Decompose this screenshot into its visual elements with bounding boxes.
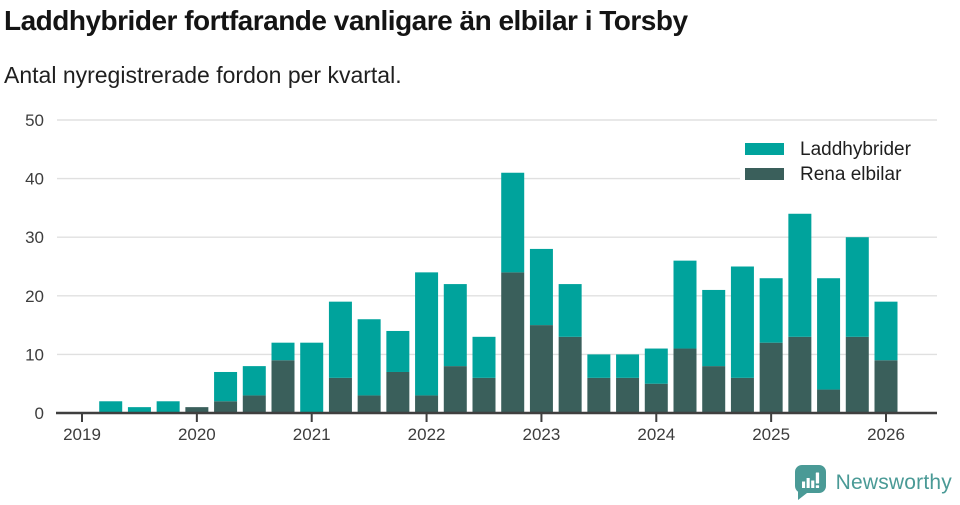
bar-rena-elbilar: [501, 272, 525, 413]
bar-rena-elbilar: [759, 342, 783, 413]
bar-rena-elbilar: [644, 383, 668, 413]
bar-rena-elbilar: [529, 325, 553, 413]
bar-laddhybrider: [845, 237, 869, 337]
y-axis-tick-label: 10: [25, 345, 44, 364]
bar-laddhybrider: [817, 278, 841, 390]
bar-laddhybrider: [673, 260, 697, 349]
bar-laddhybrider: [443, 284, 467, 367]
bar-rena-elbilar: [788, 336, 812, 413]
bar-laddhybrider: [702, 289, 726, 367]
y-axis-tick-label: 50: [25, 111, 44, 130]
x-axis-tick-label: 2022: [408, 425, 446, 444]
bar-rena-elbilar: [472, 377, 496, 413]
bar-laddhybrider: [357, 319, 381, 396]
bar-laddhybrider: [874, 301, 898, 361]
bar-laddhybrider: [214, 371, 238, 402]
bar-laddhybrider: [529, 248, 553, 326]
bar-rena-elbilar: [185, 407, 209, 413]
bar-laddhybrider: [415, 272, 439, 396]
bar-rena-elbilar: [357, 395, 381, 413]
bar-laddhybrider: [127, 407, 151, 413]
y-axis-tick-label: 30: [25, 228, 44, 247]
bar-rena-elbilar: [386, 371, 410, 413]
x-axis-tick-label: 2025: [752, 425, 790, 444]
bar-laddhybrider: [99, 401, 123, 413]
x-axis-tick-label: 2020: [178, 425, 216, 444]
bar-rena-elbilar: [443, 366, 467, 413]
bar-rena-elbilar: [845, 336, 869, 413]
bar-rena-elbilar: [271, 360, 295, 413]
x-axis-tick-label: 2024: [637, 425, 675, 444]
bar-rena-elbilar: [702, 366, 726, 413]
bar-laddhybrider: [328, 301, 352, 378]
brand-name: Newsworthy: [835, 470, 952, 494]
bar-rena-elbilar: [587, 377, 611, 413]
bar-laddhybrider: [156, 401, 180, 413]
legend-swatch: [745, 143, 784, 155]
legend-swatch: [745, 168, 784, 180]
chart-subtitle: Antal nyregistrerade fordon per kvartal.: [4, 62, 402, 88]
bar-rena-elbilar: [328, 377, 352, 413]
chart-title: Laddhybrider fortfarande vanligare än el…: [4, 5, 688, 36]
x-axis-tick-label: 2019: [63, 425, 101, 444]
brand-footer: Newsworthy: [794, 464, 952, 501]
bar-laddhybrider: [558, 284, 582, 337]
bar-rena-elbilar: [673, 348, 697, 413]
bar-rena-elbilar: [730, 377, 754, 413]
bar-laddhybrider: [616, 354, 640, 378]
x-axis-tick-label: 2026: [867, 425, 905, 444]
bar-laddhybrider: [271, 342, 295, 361]
bar-laddhybrider: [501, 172, 525, 273]
bar-rena-elbilar: [242, 395, 266, 413]
bar-laddhybrider: [587, 354, 611, 378]
y-axis-tick-label: 0: [35, 404, 44, 423]
bar-rena-elbilar: [214, 401, 238, 413]
bar-laddhybrider: [788, 213, 812, 337]
x-axis-tick-label: 2023: [523, 425, 561, 444]
bar-laddhybrider: [644, 348, 668, 384]
y-axis-tick-label: 20: [25, 287, 44, 306]
bar-rena-elbilar: [817, 389, 841, 413]
bar-laddhybrider: [472, 336, 496, 378]
bar-laddhybrider: [386, 330, 410, 372]
logo-bar-glyphs: [801, 472, 819, 488]
bar-laddhybrider: [759, 278, 783, 343]
legend-label: Laddhybrider: [800, 139, 912, 160]
x-axis-tick-label: 2021: [293, 425, 331, 444]
bar-laddhybrider: [730, 266, 754, 378]
newsworthy-logo-icon: [794, 465, 826, 500]
bar-rena-elbilar: [415, 395, 439, 413]
bar-rena-elbilar: [558, 336, 582, 413]
y-axis-tick-label: 40: [25, 170, 44, 189]
legend-label: Rena elbilar: [800, 164, 902, 185]
bar-rena-elbilar: [874, 360, 898, 413]
bar-laddhybrider: [300, 342, 324, 413]
bar-laddhybrider: [242, 366, 266, 396]
bar-rena-elbilar: [616, 377, 640, 413]
